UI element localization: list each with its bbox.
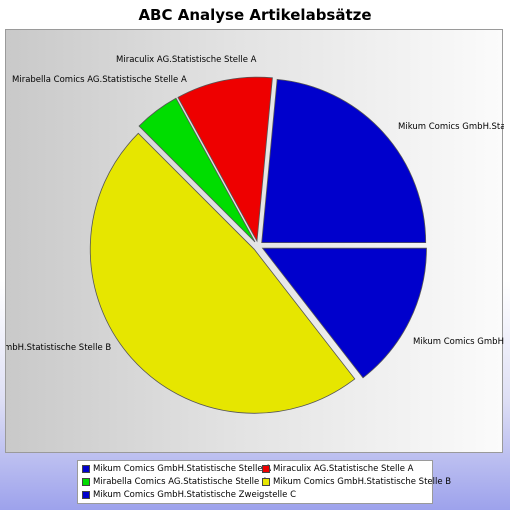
slice-label-2: Mikum Comics GmbH.S [413, 337, 504, 347]
legend-swatch [82, 465, 90, 473]
slice-label-3: mbH.Statistische Stelle B [6, 343, 111, 353]
legend-item: Mikum Comics GmbH.Statistische Zweigstel… [82, 490, 296, 500]
legend-swatch [262, 478, 270, 486]
legend-item: Mirabella Comics AG.Statistische Stelle … [82, 477, 268, 487]
legend-item: Mikum Comics GmbH.Statistische Stelle A [82, 464, 271, 474]
legend-label: Mikum Comics GmbH.Statistische Stelle A [93, 464, 272, 474]
pie-slice-2 [261, 247, 427, 379]
pie-chart: Mikum Comics GmbH.Stati Mikum Comics GmbH… [6, 55, 504, 414]
slice-label-1: Mikum Comics GmbH.Stati [398, 122, 504, 132]
legend-label: Miraculix AG.Statistische Stelle A [273, 464, 414, 474]
legend-swatch [82, 491, 90, 499]
legend-item: Miraculix AG.Statistische Stelle A [262, 464, 413, 474]
pie-slice-5 [177, 76, 273, 243]
slice-label-5: Miraculix AG.Statistische Stelle A [116, 55, 257, 65]
legend-swatch [82, 478, 90, 486]
pie-slice-4 [138, 97, 256, 243]
slice-label-4: Mirabella Comics AG.Statistische Stelle … [12, 75, 187, 85]
chart-title: ABC Analyse Artikelabsätze [138, 6, 372, 24]
legend-item: Mikum Comics GmbH.Statistische Stelle B [262, 477, 451, 487]
legend-label: Mikum Comics GmbH.Statistische Stelle B [273, 477, 452, 487]
legend-label: Mirabella Comics AG.Statistische Stelle … [93, 477, 268, 487]
pie-slice-3 [89, 132, 356, 414]
plot-area: Mikum Comics GmbH.Stati Mikum Comics GmbH… [5, 29, 504, 453]
legend-label: Mikum Comics GmbH.Statistische Zweigstel… [93, 490, 297, 500]
pie-slice-1 [261, 78, 427, 244]
legend-swatch [262, 465, 270, 473]
